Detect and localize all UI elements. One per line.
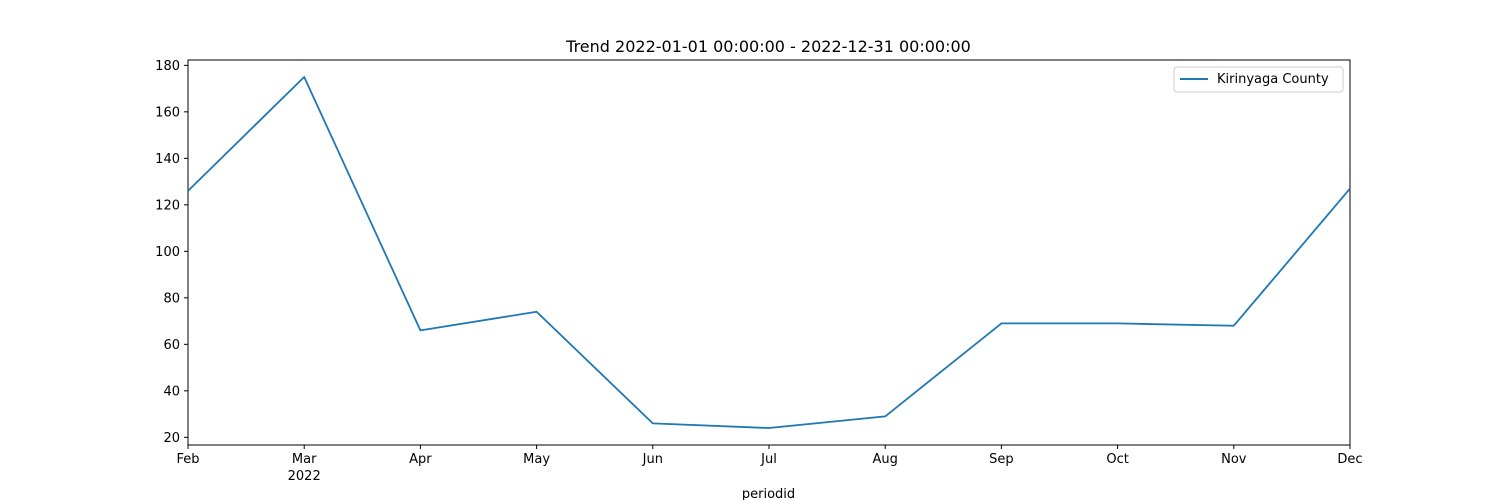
- y-tick-label: 100: [155, 245, 180, 260]
- x-axis: Feb Mar 2022 Apr May Jun Jul Aug Sep Oct Nov Dec: [176, 445, 1363, 484]
- x-tick-label: Sep: [989, 452, 1014, 467]
- plot-area: [187, 59, 1351, 446]
- x-tick-label: Nov: [1221, 452, 1247, 467]
- y-tick-label: 40: [163, 384, 180, 399]
- series-line: [187, 76, 1351, 429]
- x-tick-label: Dec: [1337, 452, 1362, 467]
- x-tick-label: Oct: [1106, 452, 1128, 467]
- legend-label: Kirinyaga County: [1217, 72, 1329, 87]
- x-tick-label: Feb: [176, 452, 199, 467]
- x-tick-label: Mar: [292, 452, 317, 467]
- chart-title: Trend 2022-01-01 00:00:00 - 2022-12-31 0…: [565, 37, 971, 56]
- y-tick-label: 60: [163, 338, 180, 353]
- x-year-label: 2022: [288, 469, 321, 484]
- x-tick-label: Jun: [642, 452, 663, 467]
- y-axis: 20 40 60 80 100 120 140 160 180: [155, 59, 188, 446]
- x-tick-label: Apr: [409, 452, 432, 467]
- y-tick-label: 140: [155, 152, 180, 167]
- x-tick-label: Jul: [760, 452, 777, 467]
- y-tick-label: 80: [163, 291, 180, 306]
- y-tick-label: 120: [155, 198, 180, 213]
- x-tick-label: Aug: [873, 452, 898, 467]
- y-tick-label: 160: [155, 105, 180, 120]
- series-group: [187, 76, 1351, 429]
- legend: Kirinyaga County: [1173, 66, 1344, 93]
- x-axis-label: periodid: [742, 487, 795, 500]
- legend-box: [1173, 66, 1344, 93]
- y-tick-label: 180: [155, 59, 180, 74]
- y-tick-label: 20: [163, 431, 180, 446]
- x-tick-label: May: [523, 452, 550, 467]
